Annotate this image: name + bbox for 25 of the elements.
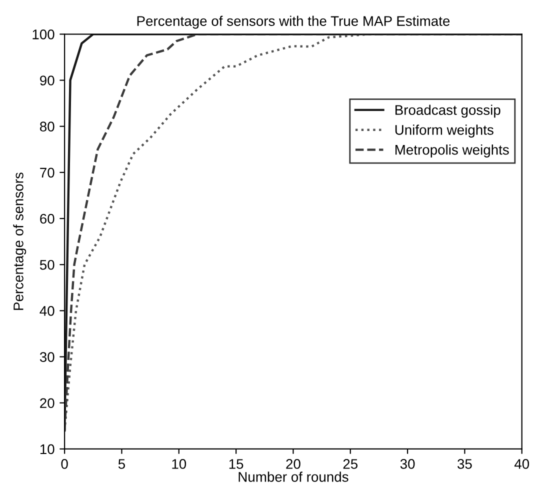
y-tick-label: 50 xyxy=(40,260,54,270)
x-tick-label: 5 xyxy=(118,459,126,469)
x-axis-title: Number of rounds xyxy=(238,472,348,482)
legend-label: Metropolis weights xyxy=(395,144,509,158)
chart-title: Percentage of sensors with the True MAP Estimate xyxy=(137,16,450,29)
legend-label: Broadcast gossip xyxy=(395,104,500,118)
y-tick-label: 60 xyxy=(40,214,54,224)
y-tick-label: 100 xyxy=(32,29,54,40)
x-tick-label: 10 xyxy=(172,459,186,469)
x-tick-label: 25 xyxy=(343,459,358,469)
y-tick-label: 90 xyxy=(40,76,54,86)
y-tick-label: 30 xyxy=(40,352,54,362)
x-tick-label: 15 xyxy=(229,459,244,469)
y-axis-title: Percentage of sensors xyxy=(13,172,26,310)
x-tick-label: 0 xyxy=(61,459,68,469)
x-tick-label: 40 xyxy=(514,459,530,469)
y-tick-label: 70 xyxy=(40,168,54,178)
y-tick-label: 10 xyxy=(40,444,54,454)
x-tick-label: 35 xyxy=(458,459,472,469)
y-tick-label: 80 xyxy=(40,122,54,132)
x-tick-label: 20 xyxy=(286,459,300,469)
y-tick-label: 20 xyxy=(40,398,54,408)
legend-label: Uniform weights xyxy=(395,124,494,138)
y-tick-label: 40 xyxy=(40,306,54,316)
x-tick-label: 30 xyxy=(400,459,415,469)
